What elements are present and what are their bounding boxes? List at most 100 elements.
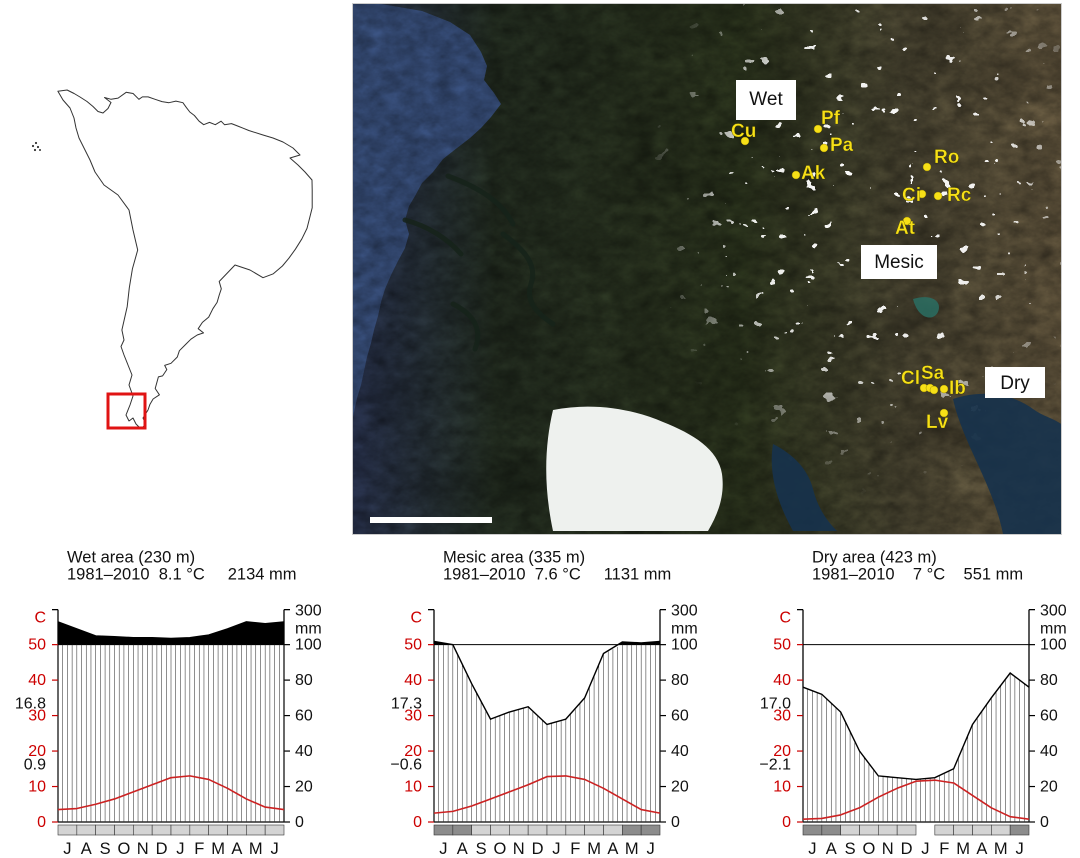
svg-text:J: J — [1015, 840, 1023, 858]
svg-text:40: 40 — [295, 743, 313, 760]
svg-text:F: F — [570, 840, 580, 858]
svg-text:50: 50 — [28, 637, 46, 654]
svg-text:−0.6: −0.6 — [390, 757, 422, 774]
svg-text:Sa: Sa — [921, 363, 945, 384]
svg-text:O: O — [117, 840, 130, 858]
svg-text:10: 10 — [28, 779, 46, 796]
svg-text:1981–2010 8.1 °C 2134 mm: 1981–2010 8.1 °C 2134 mm — [67, 566, 297, 584]
svg-text:S: S — [845, 840, 856, 858]
svg-text:J: J — [808, 840, 816, 858]
svg-text:C: C — [410, 610, 422, 627]
svg-text:Pa: Pa — [830, 135, 854, 156]
svg-text:J: J — [63, 840, 71, 858]
svg-text:0: 0 — [671, 814, 680, 831]
svg-text:Ib: Ib — [949, 378, 966, 399]
svg-text:M: M — [625, 840, 639, 858]
svg-text:300: 300 — [295, 603, 322, 620]
svg-text:O: O — [493, 840, 506, 858]
svg-text:80: 80 — [295, 672, 313, 689]
svg-text:60: 60 — [671, 708, 689, 725]
svg-text:50: 50 — [404, 637, 422, 654]
svg-text:F: F — [194, 840, 204, 858]
svg-text:D: D — [156, 840, 168, 858]
svg-text:−2.1: −2.1 — [759, 757, 791, 774]
svg-text:C: C — [779, 610, 791, 627]
svg-text:80: 80 — [1040, 672, 1058, 689]
svg-text:Lv: Lv — [926, 412, 949, 433]
svg-text:A: A — [231, 840, 242, 858]
svg-text:M: M — [587, 840, 601, 858]
svg-text:Ak: Ak — [801, 163, 826, 184]
svg-text:17.0: 17.0 — [760, 695, 791, 712]
svg-text:A: A — [457, 840, 468, 858]
svg-text:M: M — [211, 840, 225, 858]
svg-text:mm: mm — [1040, 621, 1067, 638]
svg-text:A: A — [976, 840, 987, 858]
svg-text:40: 40 — [1040, 743, 1058, 760]
svg-text:17.3: 17.3 — [391, 695, 422, 712]
svg-text:10: 10 — [773, 779, 791, 796]
svg-text:300: 300 — [1040, 603, 1067, 620]
svg-text:40: 40 — [773, 672, 791, 689]
svg-text:300: 300 — [671, 603, 698, 620]
svg-text:J: J — [176, 840, 184, 858]
svg-text:J: J — [439, 840, 447, 858]
svg-text:20: 20 — [295, 779, 313, 796]
svg-text:N: N — [137, 840, 149, 858]
svg-text:80: 80 — [671, 672, 689, 689]
svg-text:D: D — [901, 840, 913, 858]
svg-text:M: M — [249, 840, 263, 858]
svg-text:40: 40 — [404, 672, 422, 689]
svg-text:A: A — [607, 840, 618, 858]
svg-text:0.9: 0.9 — [24, 757, 46, 774]
svg-text:S: S — [100, 840, 111, 858]
svg-text:40: 40 — [28, 672, 46, 689]
svg-text:Pf: Pf — [821, 108, 841, 129]
svg-text:J: J — [270, 840, 278, 858]
svg-text:60: 60 — [1040, 708, 1058, 725]
svg-text:Cu: Cu — [731, 121, 756, 142]
svg-text:At: At — [895, 218, 916, 239]
svg-text:0: 0 — [37, 814, 46, 831]
svg-text:mm: mm — [671, 621, 698, 638]
svg-text:A: A — [826, 840, 837, 858]
svg-text:N: N — [513, 840, 525, 858]
svg-text:A: A — [81, 840, 92, 858]
svg-text:0: 0 — [782, 814, 791, 831]
svg-text:J: J — [552, 840, 560, 858]
svg-text:50: 50 — [773, 637, 791, 654]
svg-text:0: 0 — [1040, 814, 1049, 831]
svg-text:20: 20 — [1040, 779, 1058, 796]
svg-text:Dry area (423 m): Dry area (423 m) — [812, 549, 937, 567]
svg-text:100: 100 — [671, 637, 698, 654]
svg-text:J: J — [646, 840, 654, 858]
svg-text:Mesic: Mesic — [874, 252, 924, 273]
svg-text:100: 100 — [1040, 637, 1067, 654]
svg-text:1981–2010 7.6 °C 1131 mm: 1981–2010 7.6 °C 1131 mm — [443, 566, 671, 584]
svg-text:M: M — [994, 840, 1008, 858]
svg-text:20: 20 — [671, 779, 689, 796]
svg-text:Rc: Rc — [947, 185, 972, 206]
svg-text:0: 0 — [295, 814, 304, 831]
svg-text:M: M — [956, 840, 970, 858]
svg-text:D: D — [532, 840, 544, 858]
svg-text:Ci: Ci — [902, 185, 921, 206]
svg-text:mm: mm — [295, 621, 322, 638]
svg-text:16.8: 16.8 — [15, 695, 46, 712]
svg-text:C: C — [34, 610, 46, 627]
svg-text:10: 10 — [404, 779, 422, 796]
svg-text:100: 100 — [295, 637, 322, 654]
svg-text:Ro: Ro — [934, 147, 959, 168]
svg-text:1981–2010 7 °C 551 mm: 1981–2010 7 °C 551 mm — [812, 566, 1023, 584]
svg-text:F: F — [939, 840, 949, 858]
svg-text:N: N — [882, 840, 894, 858]
svg-text:Cl: Cl — [901, 368, 920, 389]
svg-text:0: 0 — [413, 814, 422, 831]
svg-text:60: 60 — [295, 708, 313, 725]
svg-text:40: 40 — [671, 743, 689, 760]
svg-text:Wet: Wet — [749, 89, 783, 110]
svg-text:O: O — [862, 840, 875, 858]
svg-text:J: J — [921, 840, 929, 858]
svg-text:Wet area (230 m): Wet area (230 m) — [67, 549, 195, 567]
svg-text:Dry: Dry — [1000, 373, 1030, 394]
